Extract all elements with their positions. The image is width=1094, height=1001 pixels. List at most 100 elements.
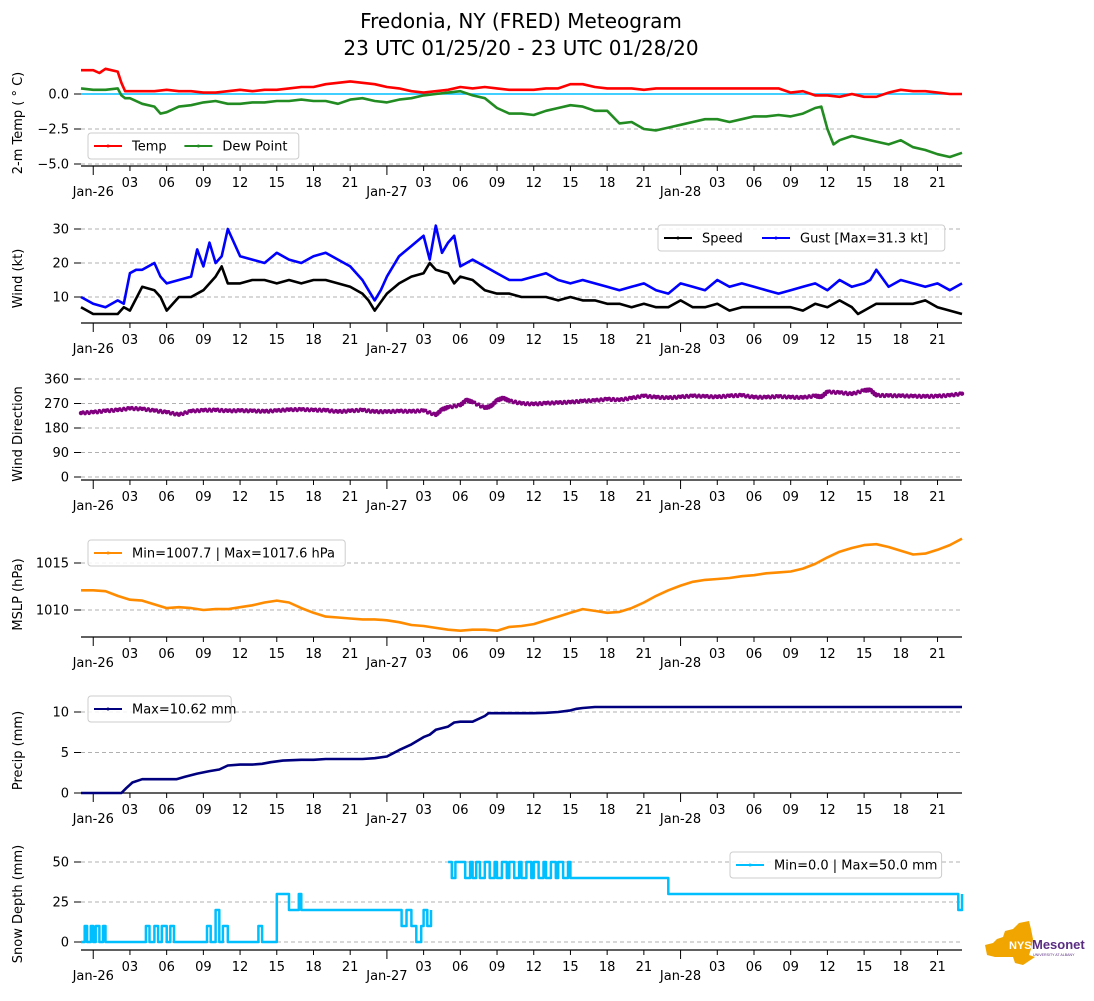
x-tick-label: 06: [452, 803, 469, 818]
x-tick-label: 09: [782, 803, 799, 818]
data-point: [407, 408, 412, 413]
logo-nys-text: NYS: [1009, 940, 1032, 952]
data-point: [627, 395, 632, 400]
legend-item: Temp: [94, 140, 167, 155]
x-tick-label: 06: [452, 333, 469, 348]
data-point: [517, 400, 522, 405]
x-tick-label: 18: [893, 960, 910, 975]
x-tick-label: 18: [893, 490, 910, 505]
x-tick-label: 18: [305, 647, 322, 662]
y-axis-label: Wind Direction: [11, 386, 26, 482]
x-tick-label: 03: [709, 176, 726, 191]
x-tick-label: Jan-28: [659, 812, 701, 827]
x-tick-label: 12: [232, 647, 249, 662]
x-tick-label: 18: [893, 647, 910, 662]
x-tick-label: Jan-28: [659, 342, 701, 357]
data-point: [506, 397, 511, 402]
series-line-speed: [80, 261, 963, 316]
data-point: [472, 400, 477, 405]
legend-item: Max=10.62 mm: [94, 703, 236, 718]
y-tick-label: 90: [52, 446, 69, 461]
x-tick-label: 03: [415, 960, 432, 975]
x-tick-label: 06: [452, 960, 469, 975]
data-point: [236, 408, 240, 412]
x-tick-label: Jan-26: [72, 969, 114, 984]
x-tick-label: 12: [232, 490, 249, 505]
data-point: [89, 409, 93, 414]
data-point: [285, 407, 289, 411]
x-tick-label: 18: [305, 490, 322, 505]
series-line-dew-point: [80, 87, 963, 159]
x-tick-label: 12: [525, 490, 542, 505]
x-tick-label: Jan-27: [365, 812, 407, 827]
chart-title-line2: 23 UTC 01/25/20 - 23 UTC 01/28/20: [343, 36, 698, 60]
x-tick-label: 09: [782, 960, 799, 975]
data-point: [554, 400, 558, 404]
legend-item: Gust [Max=31.3 kt]: [762, 232, 928, 247]
legend-label: Dew Point: [222, 140, 287, 155]
legend-marker-icon: [106, 707, 110, 711]
x-tick-label: 06: [746, 490, 763, 505]
x-tick-label: 18: [893, 333, 910, 348]
legend-label: Min=1007.7 | Max=1017.6 hPa: [132, 547, 335, 562]
x-tick-label: 03: [122, 176, 139, 191]
y-tick-label: 180: [44, 422, 69, 437]
data-point: [480, 404, 485, 408]
x-tick-label: 15: [269, 490, 286, 505]
x-tick-label: 03: [415, 803, 432, 818]
y-tick-label: 50: [52, 856, 69, 871]
x-tick-label: 09: [782, 176, 799, 191]
x-tick-label: 09: [489, 333, 506, 348]
x-tick-label: 12: [525, 960, 542, 975]
x-tick-label: 03: [122, 803, 139, 818]
data-point: [211, 407, 216, 412]
y-tick-label: 30: [52, 223, 69, 238]
x-tick-label: 06: [452, 647, 469, 662]
y-tick-label: 270: [44, 397, 69, 412]
panel-snow: 0 25 50 Jan-26 03 06 09 12 15 18 21 Jan-27 03 06 09 12 1…: [11, 845, 964, 984]
data-point: [884, 392, 889, 397]
x-tick-label: 21: [342, 490, 359, 505]
data-point: [358, 407, 363, 412]
x-tick-label: 18: [305, 176, 322, 191]
x-tick-label: 03: [415, 490, 432, 505]
data-point: [456, 402, 461, 407]
x-tick-label: 03: [709, 803, 726, 818]
x-tick-label: 21: [636, 333, 653, 348]
legend-marker-icon: [774, 236, 778, 240]
legend-label: Min=0.0 | Max=50.0 mm: [774, 859, 937, 874]
x-tick-label: 21: [929, 490, 946, 505]
legend-item: Dew Point: [184, 140, 287, 155]
legend-label: Gust [Max=31.3 kt]: [800, 232, 928, 247]
data-point: [848, 391, 852, 395]
x-tick-label: 06: [452, 176, 469, 191]
x-tick-label: 15: [562, 647, 579, 662]
data-point: [427, 410, 432, 414]
legend-marker-icon: [196, 144, 200, 148]
x-tick-label: 18: [599, 647, 616, 662]
panel-wind: 10 20 30 Jan-26 03 06 09 12 15 18 21 Jan-27 03 06 09 12…: [11, 223, 963, 357]
x-tick-label: Jan-26: [72, 812, 114, 827]
x-tick-label: 18: [305, 960, 322, 975]
x-tick-label: 12: [232, 803, 249, 818]
logo-subtitle-text: UNIVERSITY AT ALBANY: [1033, 953, 1075, 957]
x-tick-label: 21: [342, 176, 359, 191]
legend-marker-icon: [106, 144, 110, 148]
x-tick-label: 15: [562, 803, 579, 818]
x-tick-label: Jan-28: [659, 656, 701, 671]
legend-box: [87, 539, 346, 567]
y-tick-label: 0: [61, 936, 69, 951]
legend-label: Max=10.62 mm: [132, 703, 236, 718]
x-tick-label: 15: [269, 333, 286, 348]
x-tick-label: 06: [746, 647, 763, 662]
x-tick-label: 21: [929, 960, 946, 975]
data-point: [113, 407, 118, 412]
data-point: [566, 399, 571, 404]
x-tick-label: 21: [342, 333, 359, 348]
x-tick-label: 09: [489, 647, 506, 662]
x-tick-label: 15: [856, 333, 873, 348]
x-tick-label: 18: [305, 333, 322, 348]
x-tick-label: 06: [158, 176, 175, 191]
